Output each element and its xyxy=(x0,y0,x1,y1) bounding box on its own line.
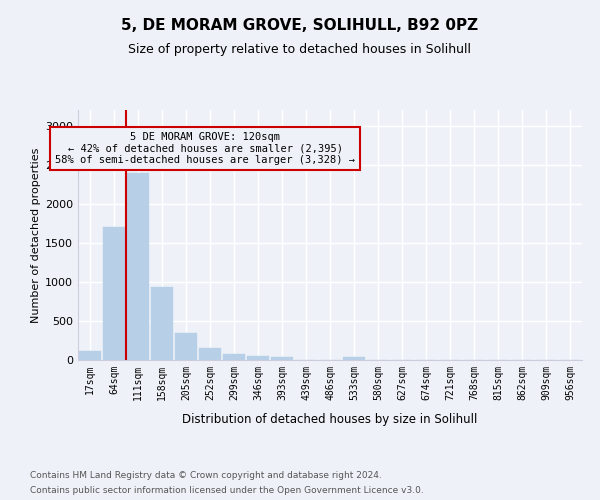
Bar xyxy=(199,348,221,360)
Bar xyxy=(175,334,197,360)
Text: Distribution of detached houses by size in Solihull: Distribution of detached houses by size … xyxy=(182,412,478,426)
Text: Size of property relative to detached houses in Solihull: Size of property relative to detached ho… xyxy=(128,42,472,56)
Bar xyxy=(127,174,149,360)
Bar xyxy=(223,354,245,360)
Text: 5 DE MORAM GROVE: 120sqm
← 42% of detached houses are smaller (2,395)
58% of sem: 5 DE MORAM GROVE: 120sqm ← 42% of detach… xyxy=(55,132,355,165)
Bar xyxy=(247,356,269,360)
Y-axis label: Number of detached properties: Number of detached properties xyxy=(31,148,41,322)
Bar xyxy=(271,358,293,360)
Text: Contains HM Land Registry data © Crown copyright and database right 2024.: Contains HM Land Registry data © Crown c… xyxy=(30,471,382,480)
Bar xyxy=(343,358,365,360)
Bar xyxy=(151,288,173,360)
Bar xyxy=(79,350,101,360)
Bar xyxy=(103,227,125,360)
Text: Contains public sector information licensed under the Open Government Licence v3: Contains public sector information licen… xyxy=(30,486,424,495)
Text: 5, DE MORAM GROVE, SOLIHULL, B92 0PZ: 5, DE MORAM GROVE, SOLIHULL, B92 0PZ xyxy=(121,18,479,32)
